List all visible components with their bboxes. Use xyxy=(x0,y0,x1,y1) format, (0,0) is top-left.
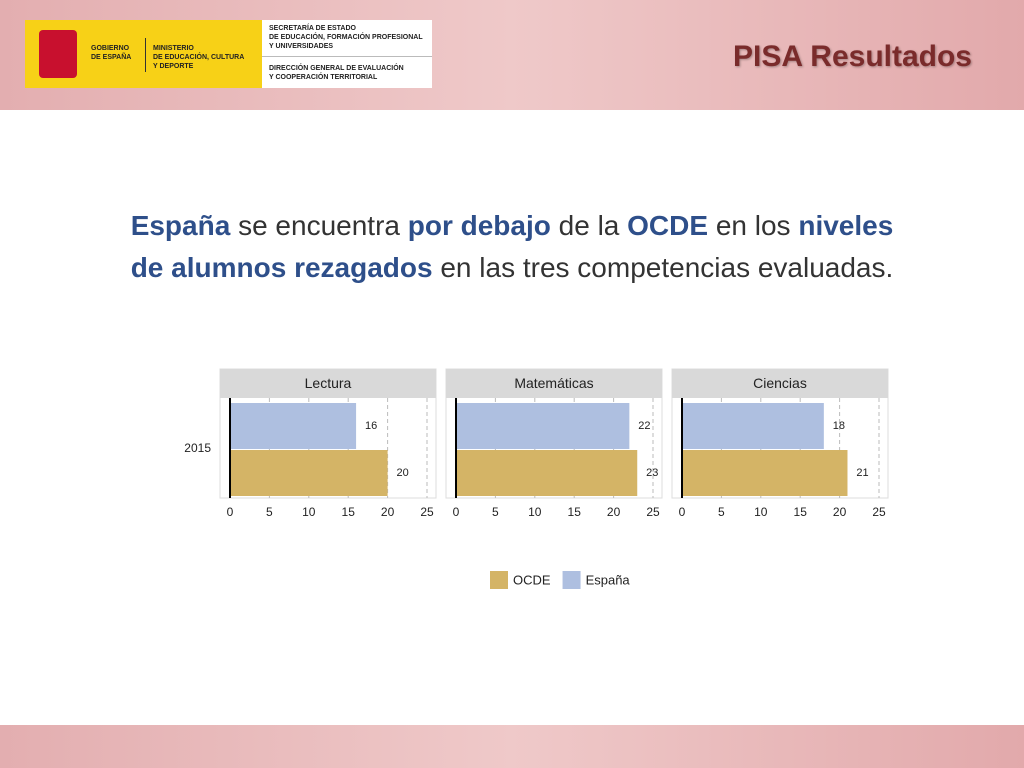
statement-text: de alumnos rezagados xyxy=(130,252,433,283)
panel-title: Ciencias xyxy=(753,375,807,391)
panel-title: Lectura xyxy=(305,375,352,391)
text: Y DEPORTE xyxy=(153,63,194,70)
strip xyxy=(672,369,888,398)
strip xyxy=(446,369,662,398)
x-tick-label: 20 xyxy=(833,505,847,519)
text: GOBIERNO xyxy=(91,45,130,52)
x-tick-label: 10 xyxy=(302,505,316,519)
x-tick-label: 15 xyxy=(342,505,356,519)
coat-of-arms xyxy=(39,30,77,78)
statement-text: de la xyxy=(550,210,628,241)
statement-text: por debajo xyxy=(407,210,551,241)
x-tick-label: 0 xyxy=(679,505,686,519)
statement-line: de alumnos rezagados en las tres compete… xyxy=(0,247,1024,289)
secretaria: SECRETARÍA DE ESTADO DE EDUCACIÓN, FORMAC… xyxy=(269,24,423,51)
value-label: 16 xyxy=(365,420,377,432)
statement-text: en las tres competencias evaluadas. xyxy=(432,252,894,283)
statement-text: en los xyxy=(708,210,799,241)
x-tick-label: 10 xyxy=(528,505,542,519)
bar xyxy=(230,403,357,449)
bar xyxy=(682,403,824,449)
x-tick-label: 15 xyxy=(794,505,808,519)
statement-line: España se encuentra por debajo de la OCD… xyxy=(0,205,1024,247)
legend-swatch xyxy=(562,571,581,589)
logo-box: GOBIERNO DE ESPAÑA MINISTERIO DE EDUCACIÓN… xyxy=(25,20,432,88)
legend-label: OCDE xyxy=(513,572,551,587)
bar xyxy=(230,450,388,496)
x-tick-label: 0 xyxy=(453,505,460,519)
x-tick-label: 25 xyxy=(872,505,886,519)
text: MINISTERIO xyxy=(153,45,194,52)
divider xyxy=(145,38,146,72)
text: Y COOPERACIÓN TERRITORIAL xyxy=(269,74,378,81)
value-label: 22 xyxy=(638,420,650,432)
value-label: 20 xyxy=(396,467,408,479)
footer-band xyxy=(0,725,1024,768)
legend-label: España xyxy=(586,572,631,587)
x-tick-label: 5 xyxy=(266,505,273,519)
statement-text: España xyxy=(130,210,231,241)
x-tick-label: 10 xyxy=(754,505,768,519)
x-tick-label: 0 xyxy=(227,505,234,519)
bar xyxy=(682,450,848,496)
statement: España se encuentra por debajo de la OCD… xyxy=(0,205,1024,289)
x-tick-label: 5 xyxy=(718,505,725,519)
panel-title: Matemáticas xyxy=(514,375,593,391)
x-tick-label: 25 xyxy=(420,505,434,519)
x-tick-label: 15 xyxy=(568,505,582,519)
text: DIRECCIÓN GENERAL DE EVALUACIÓN xyxy=(269,65,404,72)
slide-title: PISA Resultados xyxy=(733,40,972,73)
x-tick-label: 20 xyxy=(381,505,395,519)
gobierno: GOBIERNO DE ESPAÑA xyxy=(91,44,131,62)
statement-text: se encuentra xyxy=(230,210,408,241)
strip xyxy=(220,369,436,398)
value-label: 23 xyxy=(646,467,658,479)
logo-yellow: GOBIERNO DE ESPAÑA MINISTERIO DE EDUCACIÓN… xyxy=(25,20,262,88)
text: DE EDUCACIÓN, FORMACIÓN PROFESIONAL xyxy=(269,34,423,41)
divider xyxy=(262,56,432,57)
value-label: 18 xyxy=(833,420,845,432)
value-label: 21 xyxy=(856,467,868,479)
x-tick-label: 25 xyxy=(646,505,660,519)
x-tick-label: 5 xyxy=(492,505,499,519)
text: SECRETARÍA DE ESTADO xyxy=(269,25,356,32)
text: DE EDUCACIÓN, CULTURA xyxy=(153,54,245,61)
x-tick-label: 20 xyxy=(607,505,621,519)
bar xyxy=(456,403,630,449)
ministerio: MINISTERIO DE EDUCACIÓN, CULTURA Y DEPORTE xyxy=(153,44,244,71)
text: Y UNIVERSIDADES xyxy=(269,43,334,50)
statement-text: niveles xyxy=(798,210,894,241)
y-tick-label: 2015 xyxy=(184,441,211,455)
bar xyxy=(456,450,638,496)
legend-swatch xyxy=(490,571,508,589)
text: DE ESPAÑA xyxy=(91,54,132,61)
statement-text: OCDE xyxy=(627,210,709,241)
direccion: DIRECCIÓN GENERAL DE EVALUACIÓN Y COOPERA… xyxy=(269,64,404,82)
